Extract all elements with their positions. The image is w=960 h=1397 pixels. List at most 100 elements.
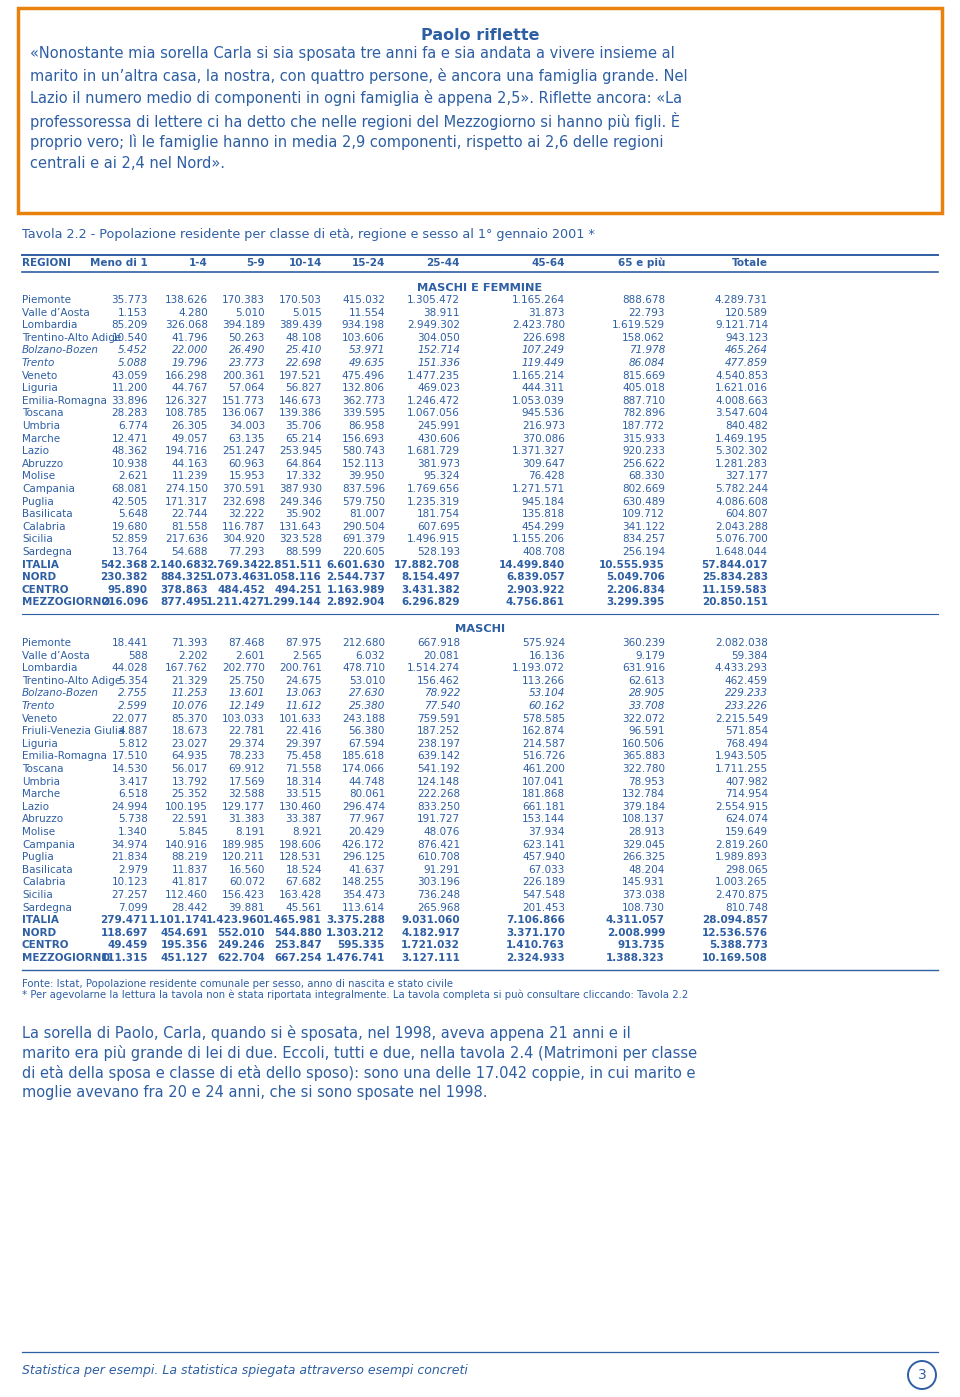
Text: 7.099: 7.099 <box>118 902 148 912</box>
Text: 181.754: 181.754 <box>417 509 460 520</box>
Text: 810.748: 810.748 <box>725 902 768 912</box>
Text: proprio vero; lì le famiglie hanno in media 2,9 componenti, rispetto ai 2,6 dell: proprio vero; lì le famiglie hanno in me… <box>30 134 663 149</box>
Text: 167.762: 167.762 <box>165 664 208 673</box>
Text: Trento: Trento <box>22 701 56 711</box>
Text: 304.050: 304.050 <box>418 332 460 342</box>
Text: 200.761: 200.761 <box>279 664 322 673</box>
Text: 323.528: 323.528 <box>278 535 322 545</box>
Text: 230.382: 230.382 <box>101 573 148 583</box>
Text: MASCHI: MASCHI <box>455 624 505 634</box>
Text: 232.698: 232.698 <box>222 496 265 507</box>
Text: 2.202: 2.202 <box>179 651 208 661</box>
Text: 607.695: 607.695 <box>417 522 460 532</box>
Text: 575.924: 575.924 <box>522 638 565 648</box>
Text: 23.773: 23.773 <box>228 358 265 367</box>
Text: 124.148: 124.148 <box>417 777 460 787</box>
Text: 200.361: 200.361 <box>222 370 265 380</box>
Text: 11.159.583: 11.159.583 <box>702 585 768 595</box>
Text: 1.711.255: 1.711.255 <box>715 764 768 774</box>
Text: 5.354: 5.354 <box>118 676 148 686</box>
Text: 2.903.922: 2.903.922 <box>507 585 565 595</box>
Text: Liguria: Liguria <box>22 739 58 749</box>
Text: 217.636: 217.636 <box>165 535 208 545</box>
Text: 162.874: 162.874 <box>522 726 565 736</box>
Text: REGIONI: REGIONI <box>22 258 71 268</box>
Text: 22.781: 22.781 <box>228 726 265 736</box>
Text: Statistica per esempi. La statistica spiegata attraverso esempi concreti: Statistica per esempi. La statistica spi… <box>22 1363 468 1377</box>
Text: 22.591: 22.591 <box>172 814 208 824</box>
Text: 253.945: 253.945 <box>278 446 322 457</box>
Text: 49.459: 49.459 <box>108 940 148 950</box>
Text: 2.851.511: 2.851.511 <box>263 560 322 570</box>
Text: 5.812: 5.812 <box>118 739 148 749</box>
Text: 1.681.729: 1.681.729 <box>407 446 460 457</box>
Text: 1.235.319: 1.235.319 <box>407 496 460 507</box>
Text: 1.989.893: 1.989.893 <box>715 852 768 862</box>
Text: 1.246.472: 1.246.472 <box>407 395 460 405</box>
Text: 69.912: 69.912 <box>228 764 265 774</box>
Text: 379.184: 379.184 <box>622 802 665 812</box>
Text: Lazio: Lazio <box>22 446 49 457</box>
Text: 2.755: 2.755 <box>118 689 148 698</box>
Text: Lombardia: Lombardia <box>22 664 78 673</box>
Text: 624.074: 624.074 <box>725 814 768 824</box>
Text: 1.619.529: 1.619.529 <box>612 320 665 330</box>
Text: 52.859: 52.859 <box>111 535 148 545</box>
Text: 156.693: 156.693 <box>342 433 385 444</box>
Text: 2.601: 2.601 <box>235 651 265 661</box>
Text: 1.423.960: 1.423.960 <box>206 915 265 925</box>
Text: 1.299.144: 1.299.144 <box>263 598 322 608</box>
Text: Umbria: Umbria <box>22 420 60 432</box>
Text: 315.933: 315.933 <box>622 433 665 444</box>
Text: 120.211: 120.211 <box>222 852 265 862</box>
Text: 5.782.244: 5.782.244 <box>715 483 768 495</box>
Text: 26.490: 26.490 <box>228 345 265 355</box>
Text: 274.150: 274.150 <box>165 483 208 495</box>
Text: 64.864: 64.864 <box>285 458 322 469</box>
Text: 39.881: 39.881 <box>228 902 265 912</box>
Text: 108.785: 108.785 <box>165 408 208 418</box>
Text: 67.682: 67.682 <box>285 877 322 887</box>
Text: 1.621.016: 1.621.016 <box>715 383 768 393</box>
Text: 2.008.999: 2.008.999 <box>607 928 665 937</box>
Text: 2.043.288: 2.043.288 <box>715 522 768 532</box>
Text: 2.892.904: 2.892.904 <box>326 598 385 608</box>
Text: 1.163.989: 1.163.989 <box>326 585 385 595</box>
Text: Sicilia: Sicilia <box>22 535 53 545</box>
Text: Friuli-Venezia Giulia: Friuli-Venezia Giulia <box>22 726 124 736</box>
Text: 1.514.274: 1.514.274 <box>407 664 460 673</box>
Text: 29.397: 29.397 <box>285 739 322 749</box>
Text: 1.371.327: 1.371.327 <box>512 446 565 457</box>
Text: Abruzzo: Abruzzo <box>22 814 64 824</box>
Text: 28.913: 28.913 <box>629 827 665 837</box>
Text: 12.536.576: 12.536.576 <box>702 928 768 937</box>
Text: 10.076: 10.076 <box>172 701 208 711</box>
Text: 107.041: 107.041 <box>522 777 565 787</box>
Text: 1.410.763: 1.410.763 <box>506 940 565 950</box>
Text: 370.591: 370.591 <box>222 483 265 495</box>
Text: 152.113: 152.113 <box>342 458 385 469</box>
Text: 604.807: 604.807 <box>725 509 768 520</box>
Text: 326.068: 326.068 <box>165 320 208 330</box>
Text: 1.303.212: 1.303.212 <box>326 928 385 937</box>
Text: 131.643: 131.643 <box>278 522 322 532</box>
Text: 544.880: 544.880 <box>275 928 322 937</box>
Text: 28.442: 28.442 <box>172 902 208 912</box>
Text: 170.503: 170.503 <box>279 295 322 305</box>
Text: Puglia: Puglia <box>22 496 54 507</box>
Text: 198.606: 198.606 <box>279 840 322 849</box>
Text: 31.873: 31.873 <box>529 307 565 317</box>
Text: 26.305: 26.305 <box>172 420 208 432</box>
Text: 64.935: 64.935 <box>172 752 208 761</box>
Text: 2.819.260: 2.819.260 <box>715 840 768 849</box>
Text: ITALIA: ITALIA <box>22 915 59 925</box>
Text: 4.887: 4.887 <box>118 726 148 736</box>
Text: 4.008.663: 4.008.663 <box>715 395 768 405</box>
Text: 8.921: 8.921 <box>292 827 322 837</box>
Text: 201.453: 201.453 <box>522 902 565 912</box>
Text: 145.931: 145.931 <box>622 877 665 887</box>
Text: 44.748: 44.748 <box>348 777 385 787</box>
Text: 59.384: 59.384 <box>732 651 768 661</box>
Text: 158.062: 158.062 <box>622 332 665 342</box>
Text: 65.214: 65.214 <box>285 433 322 444</box>
